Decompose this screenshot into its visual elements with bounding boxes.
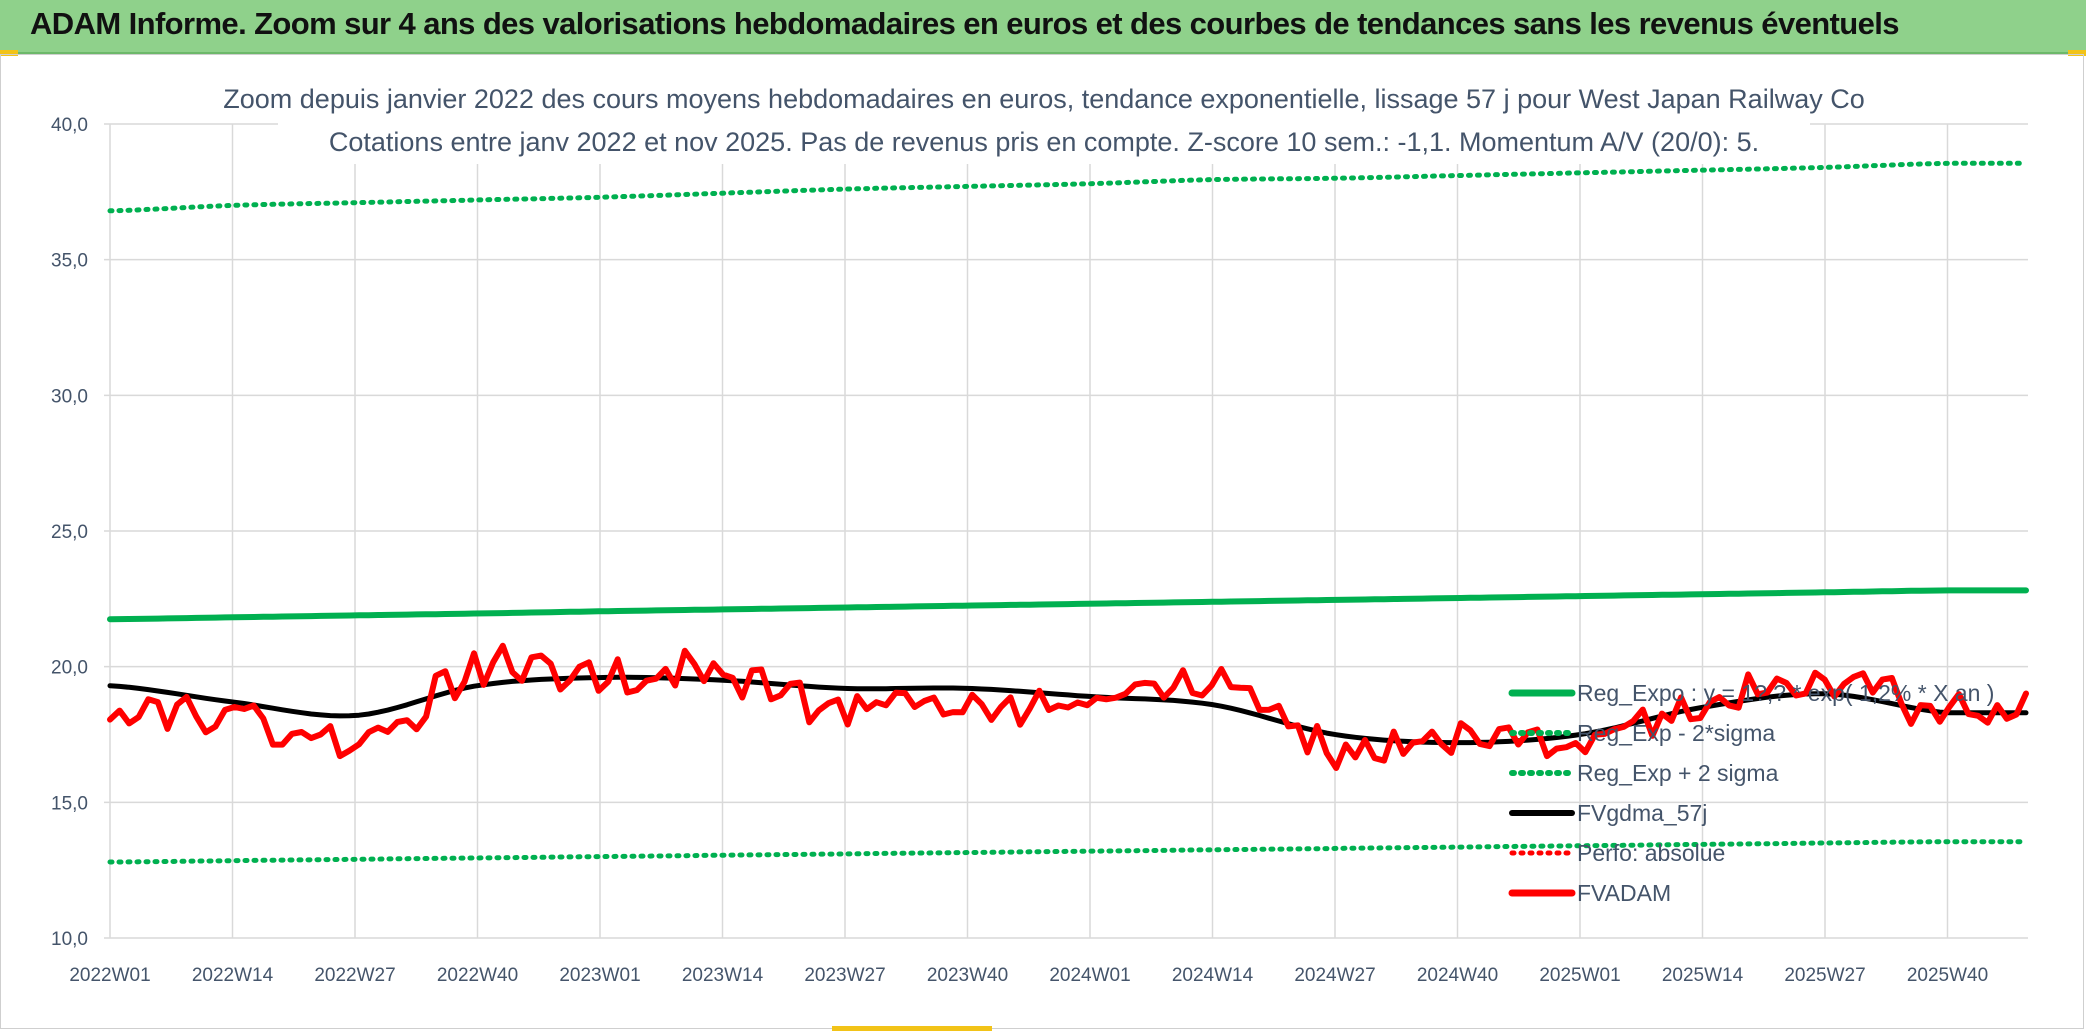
x-tick-label: 2023W14: [682, 965, 764, 986]
x-tick-label: 2023W01: [559, 965, 640, 986]
x-tick-label: 2024W14: [1172, 965, 1254, 986]
x-tick-label: 2022W27: [314, 965, 395, 986]
legend-label: Reg_Exp - 2*sigma: [1577, 720, 1775, 746]
legend-label: FVgdma_57j: [1577, 800, 1707, 826]
x-tick-label: 2025W27: [1784, 965, 1865, 986]
title-banner: ADAM Informe. Zoom sur 4 ans des valoris…: [0, 0, 2086, 56]
y-tick-label: 35,0: [51, 251, 88, 272]
x-tick-label: 2024W27: [1294, 965, 1375, 986]
y-tick-label: 10,0: [51, 929, 88, 950]
x-tick-label: 2023W40: [927, 965, 1008, 986]
chart-title: Zoom depuis janvier 2022 des cours moyen…: [223, 84, 1864, 114]
x-tick-label: 2022W40: [437, 965, 518, 986]
y-tick-label: 15,0: [51, 793, 88, 814]
banner-corner-left: [0, 50, 18, 56]
series-line-5: [107, 642, 2029, 771]
banner-corner-right: [2068, 50, 2086, 56]
x-tick-label: 2022W14: [192, 965, 274, 986]
series-line-2: [107, 160, 2029, 214]
y-tick-label: 25,0: [51, 522, 88, 543]
x-tick-label: 2025W01: [1539, 965, 1620, 986]
series-line-0: [107, 587, 2029, 623]
x-tick-label: 2025W40: [1907, 965, 1988, 986]
bottom-accent: [832, 1026, 992, 1031]
legend-label: FVADAM: [1577, 880, 1671, 906]
chart-subtitle: Cotations entre janv 2022 et nov 2025. P…: [329, 127, 1759, 157]
series-line-1: [107, 839, 2029, 865]
y-axis-ticks: 10,0 15,0 20,0 25,0 30,0 35,0 40,0: [51, 115, 88, 950]
grid-lines: [104, 123, 2028, 939]
x-tick-label: 2022W01: [69, 965, 150, 986]
x-axis-ticks: 2022W01 2022W14 2022W27 2022W40 2023W01 2023W…: [69, 965, 1988, 986]
legend-label: Perfo: absolue: [1577, 840, 1725, 866]
legend: Reg_Expo : y = 1?,? * exp( 1,2% * X an )…: [1508, 680, 1994, 906]
title-background: [278, 78, 1810, 164]
x-tick-label: 2024W40: [1417, 965, 1498, 986]
x-tick-label: 2023W27: [804, 965, 885, 986]
y-tick-label: 30,0: [51, 386, 88, 407]
y-tick-label: 40,0: [51, 115, 88, 136]
chart-frame: [0, 54, 2084, 1029]
legend-label: Reg_Exp + 2 sigma: [1577, 760, 1779, 786]
legend-label: Reg_Expo : y = 1?,? * exp( 1,2% * X an ): [1577, 680, 1994, 706]
series-lines: [107, 160, 2029, 865]
x-tick-label: 2024W01: [1049, 965, 1130, 986]
y-tick-label: 20,0: [51, 658, 88, 679]
x-tick-label: 2025W14: [1662, 965, 1744, 986]
banner-title: ADAM Informe. Zoom sur 4 ans des valoris…: [30, 6, 1900, 41]
